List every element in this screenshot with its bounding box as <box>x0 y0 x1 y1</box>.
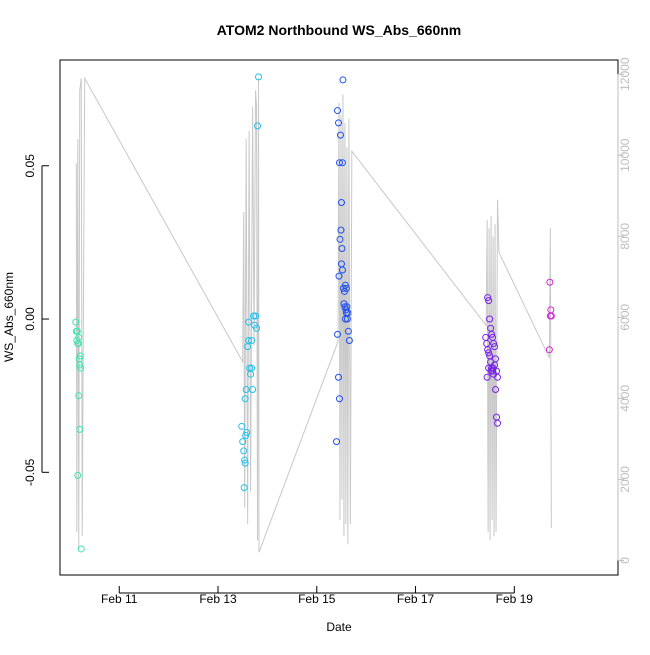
series-3-point-6 <box>336 235 344 243</box>
series-4-point-25 <box>494 419 502 427</box>
series-3-point-11 <box>335 119 343 127</box>
series-2-point-21 <box>254 122 262 130</box>
series-3-point-7 <box>337 226 345 234</box>
series-2-point-19 <box>252 312 260 320</box>
series-4-point-4 <box>485 349 493 357</box>
series-4-point-28 <box>489 364 497 372</box>
y-axis-tick-label-2: 0.00 <box>23 307 37 331</box>
series-2-point-7 <box>241 459 249 467</box>
series-3-point-1 <box>333 438 341 446</box>
series-2-point-20 <box>253 324 261 332</box>
series-2-point-4 <box>241 456 249 464</box>
series-4-point-13 <box>494 373 502 381</box>
y-axis-tick-label-3: 0.05 <box>23 154 37 178</box>
series-1-point-1 <box>72 318 80 326</box>
series-3-point-13 <box>335 159 343 167</box>
series-3-point-10 <box>336 131 344 139</box>
points-layer <box>72 73 555 553</box>
y2-axis-tick-label-4: 6000 <box>618 304 632 331</box>
series-1-point-11 <box>77 364 85 372</box>
series-2-point-5 <box>242 432 250 440</box>
x-axis-tick-label-4: Feb 17 <box>397 592 435 606</box>
series-3-point-19 <box>342 284 350 292</box>
y2-axis-tick-label-3: 4000 <box>618 385 632 412</box>
series-2-point-12 <box>245 336 253 344</box>
y-axis-label: WS_Abs_660nm <box>2 272 16 362</box>
series-3-point-28 <box>344 327 352 335</box>
series-3-point-12 <box>334 107 342 115</box>
series-1-point-12 <box>75 392 83 400</box>
series-2-point-3 <box>240 447 248 455</box>
y2-axis-tick-label-2: 2000 <box>618 466 632 493</box>
x-axis-tick-label-1: Feb 11 <box>101 592 138 606</box>
y-axis-tick-label-1: -0.05 <box>23 458 37 486</box>
series-3-point-14 <box>339 76 347 84</box>
y2-axis-tick-label-6: 10000 <box>618 138 632 172</box>
series-5-point-5 <box>545 346 553 354</box>
series-2-point-2 <box>239 438 247 446</box>
series-2-point-24 <box>248 336 256 344</box>
series-2-point-6 <box>243 428 251 436</box>
x-axis-label: Date <box>326 620 352 634</box>
series-1-point-15 <box>77 545 85 553</box>
series-3-point-9 <box>338 159 346 167</box>
series-4-point-15 <box>485 297 493 305</box>
series-3-point-29 <box>345 336 353 344</box>
series-3-point-2 <box>334 330 342 338</box>
series-4-point-16 <box>486 315 494 323</box>
series-4-point-18 <box>488 330 496 338</box>
series-4-point-22 <box>483 373 491 381</box>
series-4-point-21 <box>491 343 499 351</box>
series-3-point-18 <box>341 281 349 289</box>
series-1-point-10 <box>76 352 84 360</box>
series-4-point-11 <box>492 355 500 363</box>
series-3-point-4 <box>335 395 343 403</box>
y2-axis-tick-label-1: 0 <box>618 557 632 564</box>
series-3-point-8 <box>337 199 345 207</box>
series-4-point-14 <box>484 294 492 302</box>
series-1-point-7 <box>75 333 83 341</box>
y2-axis-tick-label-5: 8000 <box>618 223 632 250</box>
series-3-point-15 <box>338 245 346 253</box>
series-3-point-27 <box>343 315 351 323</box>
series-4-point-3 <box>484 346 492 354</box>
series-4-point-23 <box>492 386 500 394</box>
series-2-point-23 <box>245 318 253 326</box>
x-axis-tick-label-3: Feb 15 <box>298 592 336 606</box>
axes-layer: Feb 11 Feb 13 Feb 15 Feb 17 Feb 19 -0.05 0.00 0… <box>23 57 632 606</box>
series-1-point-9 <box>76 361 84 369</box>
x-axis-tick-label-2: Feb 13 <box>199 592 237 606</box>
series-1-point-13 <box>76 425 84 433</box>
series-2-point-9 <box>241 395 249 403</box>
series-3-point-3 <box>335 373 343 381</box>
x-axis-tick-label-5: Feb 19 <box>496 592 534 606</box>
series-5-point-4 <box>546 312 554 320</box>
series-2-point-8 <box>240 484 248 492</box>
series-2-point-15 <box>248 364 256 372</box>
series-2-point-17 <box>250 312 258 320</box>
series-3-point-31 <box>337 260 345 268</box>
chart-title: ATOM2 Northbound WS_Abs_660nm <box>217 22 462 38</box>
series-4-point-20 <box>490 340 498 348</box>
y2-axis-tick-label-7: 12000 <box>618 57 632 91</box>
series-2-point-16 <box>249 386 257 394</box>
series-2-point-22 <box>255 73 263 81</box>
series-3-point-5 <box>335 272 343 280</box>
series-1-point-14 <box>74 471 82 479</box>
series-2-point-1 <box>238 422 246 430</box>
series-5-point-1 <box>546 278 554 286</box>
